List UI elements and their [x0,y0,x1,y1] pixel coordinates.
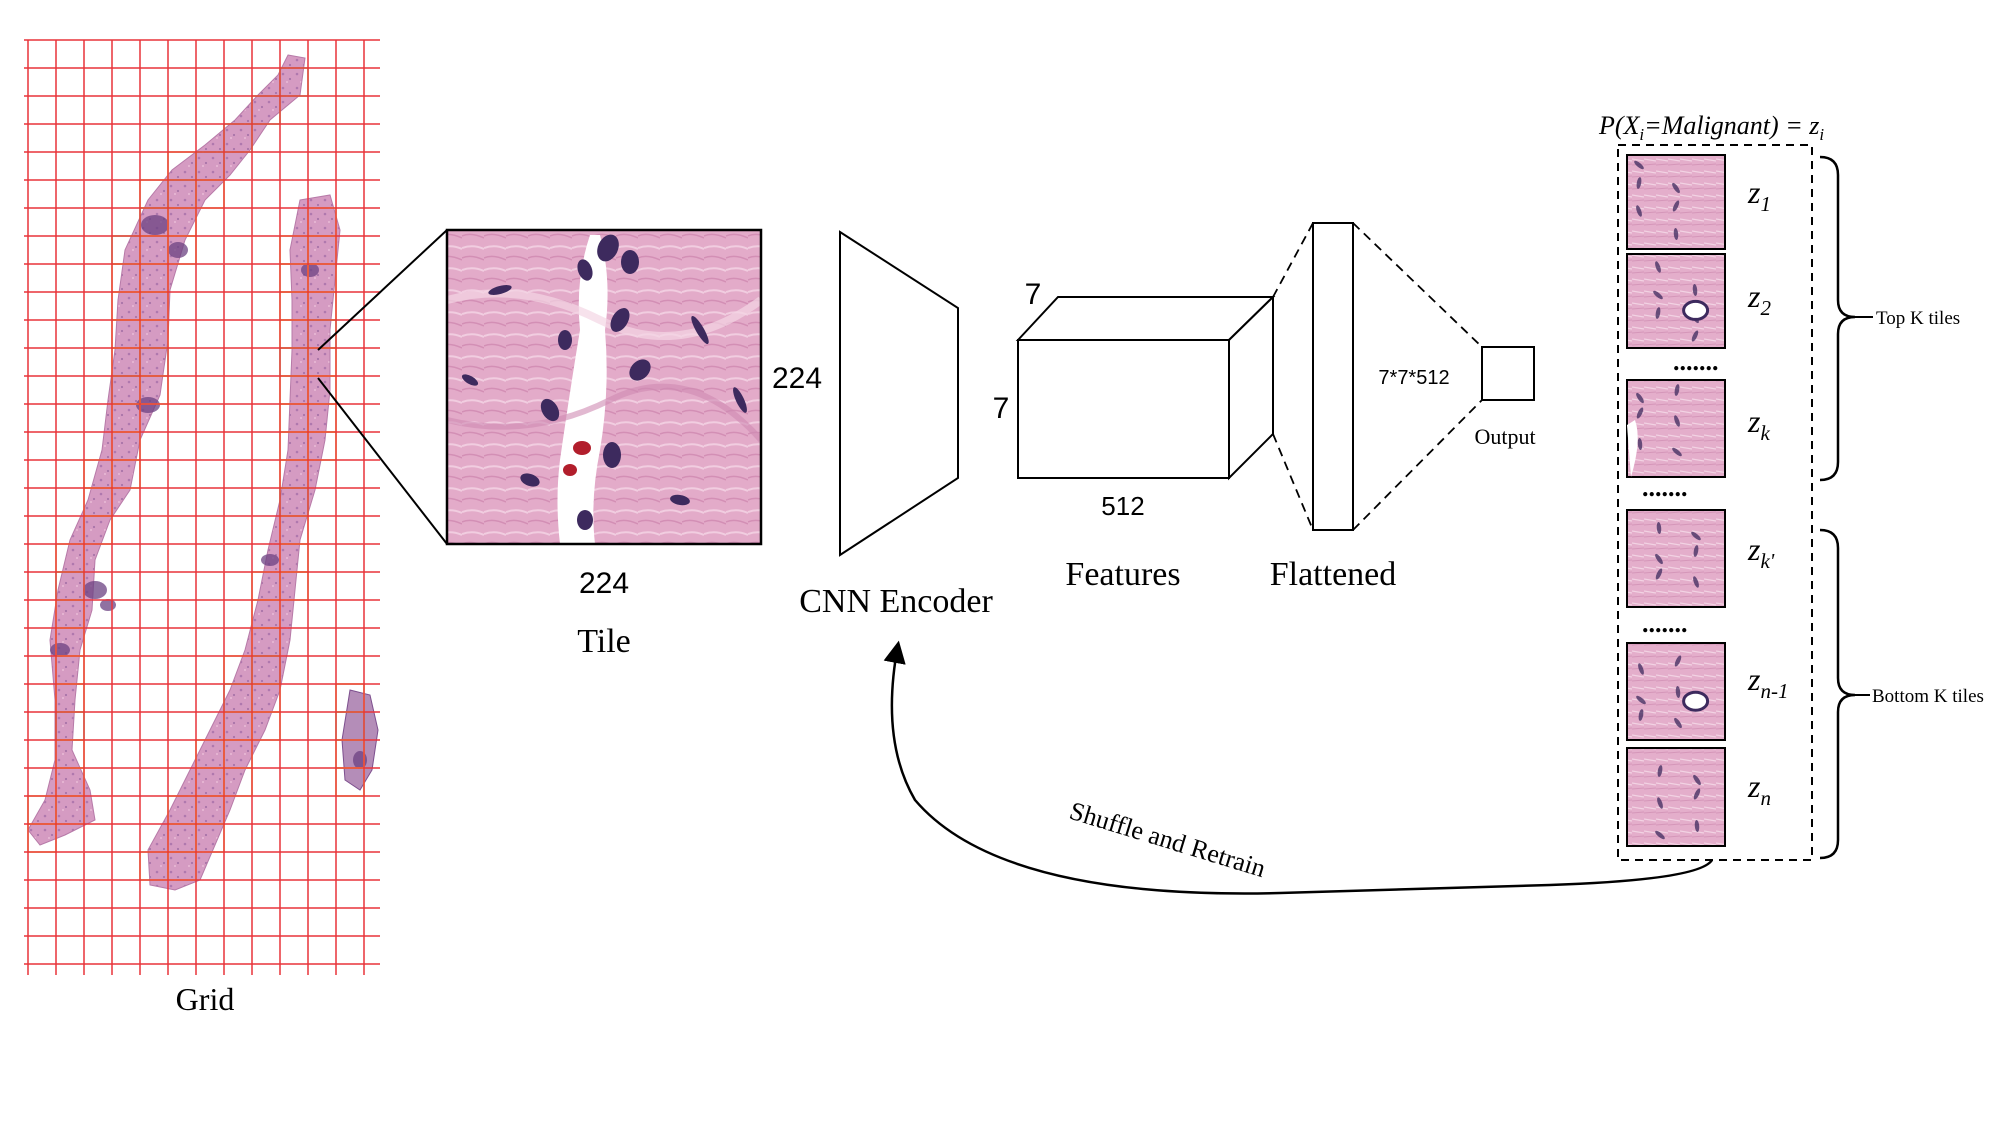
tile-score-z2: z2 [1747,278,1771,320]
zoom-line-top [317,229,448,351]
ranked-tile-thumbnails [1626,154,1726,847]
ranked-tile-2 [1626,253,1726,349]
bottom-k-bracket [1819,528,1856,860]
zoom-line-bottom [317,377,448,545]
grid-label: Grid [176,981,235,1017]
features-label: Features [1065,556,1180,593]
ranked-tile-6 [1626,747,1726,847]
features-cube [1015,294,1276,481]
flatten-connector-top [1272,222,1314,298]
tile-label: Tile [577,623,631,660]
slide-grid [24,39,448,975]
features-side-label: 7 [993,392,1010,425]
tile-height-label: 224 [772,362,822,395]
tile-red-cells [563,441,591,476]
top-k-label: Top K tiles [1876,308,1960,329]
flatten-connector-bottom [1272,433,1314,531]
shuffle-retrain-arrow [883,640,1714,895]
top-k-bracket [1819,155,1856,482]
tile-nuclei [461,234,747,530]
tile-score-zn: zn [1747,768,1771,810]
ellipsis-top: ....... [1673,347,1719,376]
tile-score-zn-1: zn-1 [1747,661,1788,703]
flattened-label: Flattened [1270,556,1397,593]
output-label: Output [1474,424,1535,449]
shuffle-retrain-label: Shuffle and Retrain [1066,796,1269,883]
output-node [1481,346,1535,401]
tile-image [445,228,763,546]
features-bottom-label: 512 [1101,491,1144,521]
tile-score-z1: z1 [1747,174,1771,216]
tile-score-zk: zk [1747,403,1770,445]
features-top-label: 7 [1025,278,1042,311]
ranked-tile-3 [1626,379,1726,478]
cnn-encoder-shape [839,230,959,557]
ranked-tile-1 [1626,154,1726,250]
tissue-strip-right [147,194,341,891]
probability-formula: P(Xi=Malignant) = zi [1598,111,1824,144]
flattened-dims-label: 7*7*512 [1378,367,1449,389]
output-connector-top [1352,222,1483,348]
flattened-vector [1312,222,1354,531]
bottom-k-label: Bottom K tiles [1872,686,1984,707]
grid-lines [24,39,380,975]
output-connector-bottom [1352,399,1483,531]
ranked-tile-4 [1626,509,1726,608]
ranked-tile-5 [1626,642,1726,741]
ellipsis-middle: ....... [1642,473,1688,502]
cnn-encoder-label: CNN Encoder [799,583,993,620]
tile-width-label: 224 [579,567,629,600]
ellipsis-lower: ....... [1642,609,1688,638]
ranked-tiles-box [1617,144,1813,861]
tile-score-zk-prime: zk' [1747,531,1775,573]
